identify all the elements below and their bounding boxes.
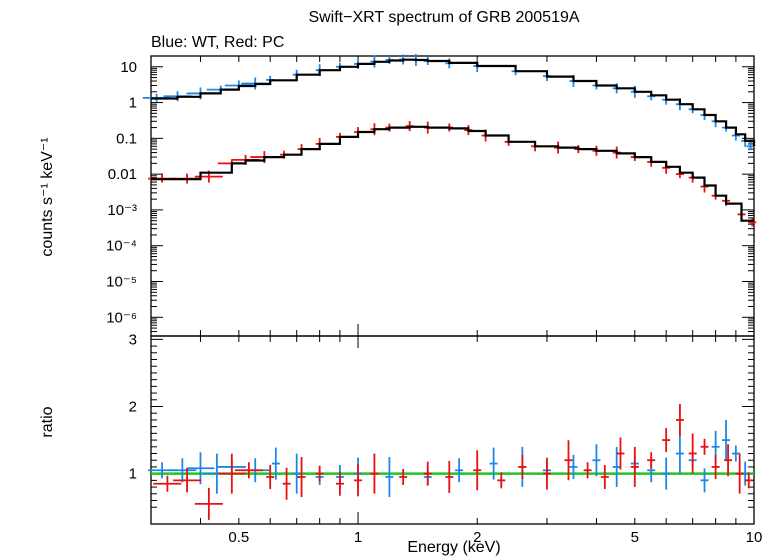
ratio-point: [282, 467, 291, 500]
y-tick-label: 1: [129, 95, 137, 112]
ratio-point: [217, 453, 246, 494]
chart-title: Swift−XRT spectrum of GRB 200519A: [308, 9, 579, 26]
x-tick-label: 5: [631, 529, 639, 546]
ratio-point: [335, 471, 344, 496]
ratio-point: [385, 457, 394, 497]
y-tick-label: 10⁻⁴: [106, 238, 137, 255]
chart-subtitle: Blue: WT, Red: PC: [151, 34, 284, 51]
ratio-point: [724, 444, 733, 477]
ratio-point: [662, 457, 671, 490]
y-tick-label: 1: [129, 466, 137, 483]
ratio-point: [711, 454, 720, 479]
ratio-point: [518, 454, 527, 479]
ratio-point: [569, 454, 578, 479]
y-tick-label: 10⁻⁶: [106, 309, 137, 326]
spectrum-frame: [150, 55, 755, 337]
top-y-axis-label: counts s⁻¹ keV⁻¹: [39, 137, 56, 256]
ratio-point: [455, 458, 464, 483]
bottom-y-axis-label: ratio: [39, 406, 56, 437]
model-curve: [151, 58, 756, 147]
ratio-point: [168, 458, 197, 483]
ratio-point: [489, 447, 498, 480]
ratio-point: [675, 403, 684, 436]
ratio-point: [675, 433, 684, 474]
ratio-point: [234, 462, 263, 479]
y-tick-label: 0.01: [108, 166, 137, 183]
ratio-point: [647, 452, 656, 469]
ratio-point: [292, 453, 301, 494]
ratio-point: [497, 472, 506, 489]
ratio-point: [542, 457, 551, 490]
ratio-point: [592, 444, 601, 477]
ratio-point: [399, 469, 408, 485]
ratio-point: [315, 465, 324, 482]
spectrum-panel: 10 1 0.1 0.01 10⁻³ 10⁻⁴ 10⁻⁵ 10⁻⁶: [106, 53, 757, 337]
x-tick-label: 1: [354, 529, 362, 546]
ratio-point: [630, 446, 639, 487]
ratio-frame: [150, 335, 755, 525]
ratio-point: [688, 433, 697, 474]
y-tick-label: 3: [129, 331, 137, 348]
ratio-point: [370, 453, 379, 494]
ratio-point: [564, 440, 573, 481]
ratio-point: [600, 465, 609, 489]
y-tick-label: 2: [129, 399, 137, 416]
ratio-panel: 0.5 1 2 5 10 1 2 3: [129, 331, 763, 546]
x-axis-label: Energy (keV): [407, 539, 500, 556]
ratio-point: [583, 462, 592, 479]
ratio-point: [423, 461, 432, 486]
model-curve: [151, 125, 754, 222]
ratio-point: [354, 464, 363, 497]
x-tick-label: 0.5: [228, 529, 249, 546]
ratio-point: [473, 450, 482, 491]
ratio-point: [735, 453, 744, 494]
y-tick-label: 0.1: [116, 130, 137, 147]
ratio-point: [700, 468, 709, 493]
ratio-point: [271, 447, 280, 480]
ratio-point: [616, 437, 625, 470]
ratio-point: [173, 468, 202, 493]
y-tick-label: 10: [120, 59, 137, 76]
ratio-point: [445, 461, 454, 493]
spectrum-point: [748, 218, 757, 227]
x-tick-label: 10: [746, 529, 763, 546]
ratio-point: [700, 438, 709, 455]
ratio-point: [194, 487, 223, 520]
ratio-point: [297, 457, 306, 497]
x-tick-label: 2: [473, 529, 481, 546]
ratio-point: [186, 452, 215, 485]
ratio-point: [662, 428, 671, 453]
ratio-point: [153, 475, 182, 492]
ratio-point: [744, 472, 753, 489]
ratio-point: [731, 445, 740, 462]
y-tick-label: 10⁻³: [107, 202, 137, 219]
ratio-point: [722, 420, 731, 461]
y-tick-label: 10⁻⁵: [106, 273, 137, 290]
ratio-point: [266, 465, 275, 489]
